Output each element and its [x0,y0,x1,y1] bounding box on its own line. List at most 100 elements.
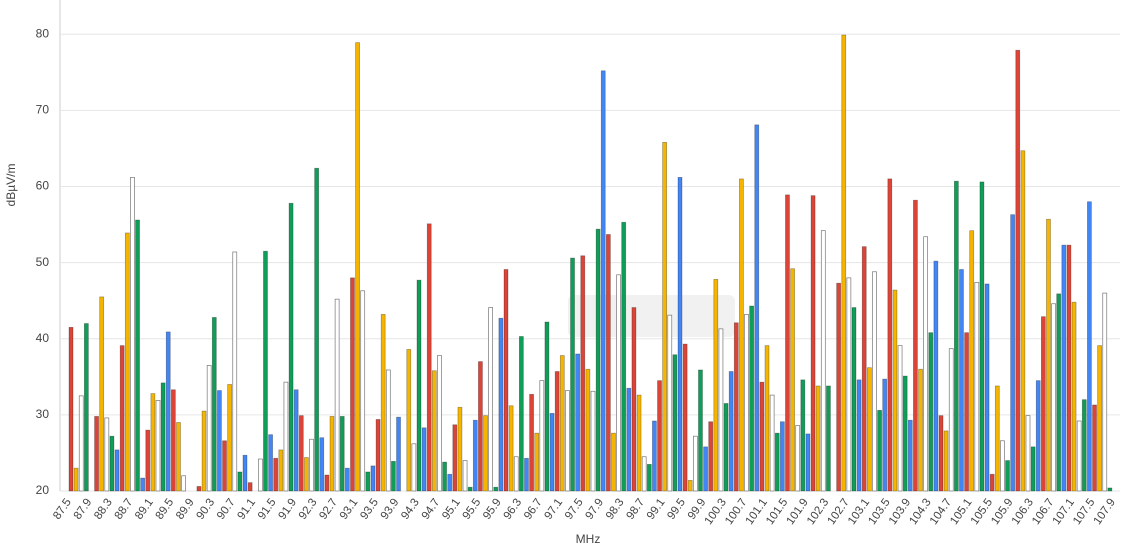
bar [493,486,499,492]
bar [227,384,232,492]
y-tick-label: 80 [36,26,50,40]
bar [534,432,540,492]
bar [1020,150,1026,492]
bar [258,458,263,492]
bar [810,195,816,492]
x-tick-label: 91.1 [236,497,259,522]
bar [396,416,401,492]
bar [585,368,591,492]
bar [1005,460,1010,492]
bar [1015,49,1021,492]
bar [713,279,719,492]
bar [447,473,453,492]
bar [754,124,760,492]
bar [744,314,749,492]
bar [780,421,785,492]
bar [314,167,319,492]
bar [508,405,514,492]
bar [1081,399,1087,492]
bar [590,390,596,492]
x-tick-label: 107.9 [1092,497,1118,527]
bar [841,34,847,492]
bar [749,305,754,492]
bar [913,199,918,492]
x-tick-label: 96.7 [522,497,545,522]
bar [472,419,478,492]
bar [636,394,642,492]
bar [462,460,468,492]
bar [145,429,151,492]
bar [657,380,662,492]
bar [99,296,105,492]
x-tick-label: 97.1 [543,497,566,522]
x-tick-label: 95.1 [440,497,463,522]
bar [539,380,545,492]
bar [206,365,212,492]
bar [309,438,314,492]
bar [570,257,575,492]
bar [503,269,509,492]
bar [733,322,739,492]
bar [652,420,657,492]
bar [329,416,335,492]
bar [339,416,345,492]
bar [902,375,908,492]
x-tick-label: 95.5 [461,497,484,522]
bar [928,332,934,492]
bar [918,368,923,492]
bar [278,449,284,492]
x-tick-label: 97.9 [584,497,607,522]
x-tick-label: 93.1 [338,497,361,522]
bar [800,379,806,492]
bar [979,181,985,492]
bar [667,314,673,492]
y-tick-label: 20 [36,483,50,497]
x-tick-label: 87.5 [51,497,74,522]
x-tick-label: 89.1 [133,497,156,522]
bar [222,440,227,492]
bar [355,42,360,492]
bar [867,367,872,492]
bar [621,221,627,492]
bar [938,415,944,492]
bar [948,348,954,492]
bar [432,370,437,492]
bar [682,343,688,492]
bar [887,178,893,492]
bar [160,382,166,492]
bar [519,336,524,492]
bar [442,461,447,492]
bar [304,457,309,492]
bar [974,282,980,492]
bar [391,460,396,492]
bar [575,353,580,492]
bar [774,432,780,492]
bar [687,479,693,492]
bar [457,406,463,492]
x-tick-label: 91.9 [276,497,299,522]
bar [759,381,765,492]
bar [923,236,928,492]
x-tick-label: 89.9 [174,497,197,522]
bar [268,434,273,492]
x-tick-label: 98.7 [624,497,647,522]
bar [611,432,616,492]
bar [529,393,534,492]
bar [882,378,888,492]
bar [626,387,632,492]
bar [1061,244,1067,492]
x-tick-label: 88.3 [92,497,115,522]
x-tick-label: 90.3 [195,497,218,522]
bar [498,317,504,492]
bar [954,180,959,492]
bar [437,355,442,492]
x-tick-label: 88.7 [113,497,136,522]
x-tick-label: 92.7 [317,497,340,522]
bar [1071,301,1077,492]
bar [68,326,74,492]
bar [851,307,857,492]
bar [1000,440,1005,492]
bar [769,394,775,492]
bar [872,271,877,492]
bar [677,177,683,492]
